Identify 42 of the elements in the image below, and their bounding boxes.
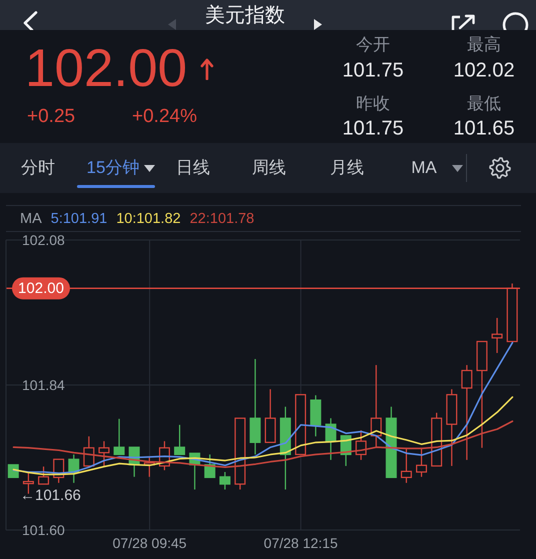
candlestick [38, 466, 50, 485]
text: 101.75 [342, 118, 404, 140]
text: 102.02 [453, 60, 515, 82]
text: 最高 [467, 35, 501, 54]
candlestick [492, 317, 503, 354]
text: 月线 [330, 158, 364, 178]
text: 今开 [356, 35, 390, 54]
text: 102.00 [25, 39, 188, 98]
text: +0.24% [132, 106, 197, 128]
text: 15分钟 [86, 158, 140, 178]
ref-line-label: 102.00 [18, 280, 64, 297]
candlestick [356, 430, 367, 461]
candlestick [174, 424, 186, 456]
candlestick [219, 471, 230, 490]
text: MA [411, 158, 437, 178]
text: 101.75 [342, 60, 404, 82]
text: 10:101.82 [116, 210, 181, 226]
x-tick-label: 07/28 12:15 [264, 534, 338, 551]
candlestick [114, 418, 125, 456]
candlestick [400, 447, 412, 484]
legend-title: MA [20, 210, 42, 226]
annotation: ←101.66 [20, 487, 81, 504]
text: 5:101.91 [50, 210, 108, 226]
candlestick [204, 454, 216, 478]
candlestick [83, 436, 94, 467]
y-tick-label: 101.84 [22, 376, 66, 393]
candlestick [8, 464, 19, 478]
text: 昨收 [356, 94, 390, 114]
text: 22:101.78 [190, 210, 254, 226]
text: 周线 [252, 158, 286, 178]
text: 最低 [467, 94, 501, 114]
x-tick-label: 07/28 09:45 [112, 534, 187, 551]
y-tick-label: 101.60 [22, 522, 66, 538]
candlestick [98, 440, 110, 467]
y-tick-label: 102.08 [22, 232, 66, 248]
text: 分时 [21, 158, 55, 178]
candlestick [461, 364, 472, 461]
text: +0.25 [27, 106, 76, 128]
text: 日线 [176, 158, 210, 178]
text: 美元指数 [205, 4, 285, 26]
candlestick [416, 447, 427, 478]
text: 101.65 [453, 118, 515, 140]
